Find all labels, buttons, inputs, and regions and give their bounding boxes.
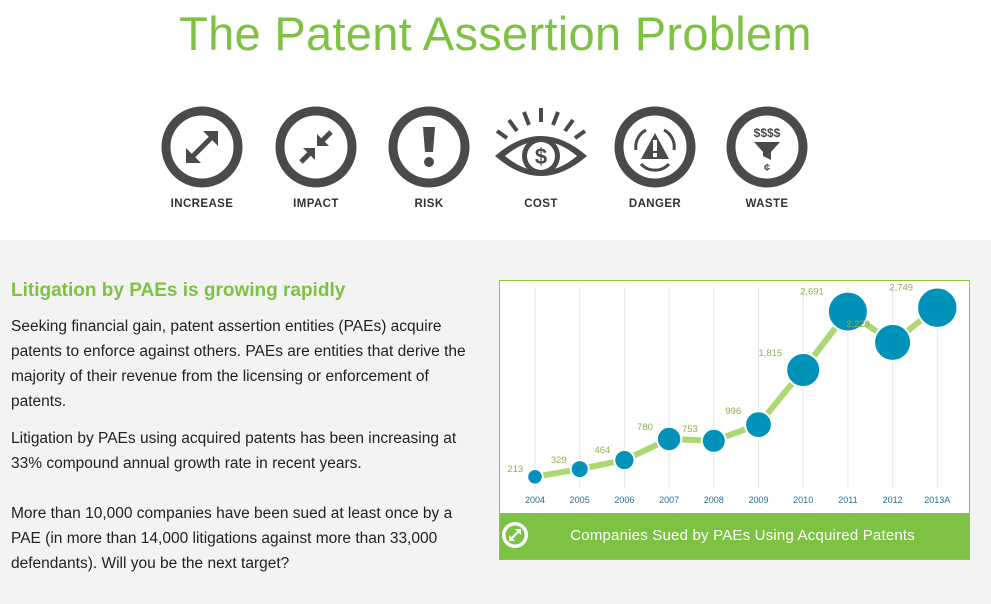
paragraph-companies: More than 10,000 companies have been sue… xyxy=(11,505,453,572)
increase-icon xyxy=(161,106,243,188)
x-tick-label: 2004 xyxy=(525,495,545,505)
x-tick-label: 2013A xyxy=(924,495,950,505)
data-label: 464 xyxy=(594,445,610,456)
dollars-glyph: $$$$ xyxy=(754,126,781,140)
section-heading: Litigation by PAEs is growing rapidly xyxy=(11,280,346,301)
data-label: 753 xyxy=(682,424,698,435)
icon-item-increase[interactable]: INCREASE xyxy=(142,106,262,210)
dollar-glyph: $ xyxy=(535,144,547,169)
impact-icon xyxy=(275,106,357,188)
data-point xyxy=(916,286,959,329)
x-tick-label: 2005 xyxy=(570,495,590,505)
x-tick-label: 2011 xyxy=(838,495,857,505)
chart-title: Companies Sued by PAEs Using Acquired Pa… xyxy=(570,527,915,544)
icon-item-impact[interactable]: IMPACT xyxy=(256,106,376,210)
data-label: 2,691 xyxy=(800,287,824,298)
data-label: 329 xyxy=(551,455,567,466)
series-line xyxy=(534,305,940,480)
expand-icon[interactable] xyxy=(500,520,530,550)
data-point xyxy=(744,410,773,440)
waste-icon: $$$$ ¢ xyxy=(726,106,808,188)
content-section: Litigation by PAEs is growing rapidly Se… xyxy=(0,240,991,604)
cost-icon: $ xyxy=(495,108,587,176)
paragraph-growth: Litigation by PAEs using acquired patent… xyxy=(11,430,457,472)
icon-item-cost[interactable]: $ COST xyxy=(481,106,601,210)
icon-label: WASTE xyxy=(745,198,789,210)
data-label: 213 xyxy=(507,464,523,475)
icon-label: IMPACT xyxy=(293,198,339,210)
data-point xyxy=(873,322,913,362)
x-tick-label: 2006 xyxy=(614,495,634,505)
icon-item-waste[interactable]: $$$$ ¢ WASTE xyxy=(707,106,827,210)
x-tick-label: 2009 xyxy=(748,495,768,505)
x-tick-label: 2007 xyxy=(659,495,679,505)
danger-icon xyxy=(614,106,696,188)
icon-row: INCREASE IMPACT RISK xyxy=(0,106,991,236)
data-label: 2,229 xyxy=(846,319,870,330)
data-point xyxy=(526,468,544,486)
icon-item-danger[interactable]: DANGER xyxy=(595,106,715,210)
icon-label: COST xyxy=(524,198,558,210)
icon-label: DANGER xyxy=(628,198,682,210)
x-tick-label: 2012 xyxy=(883,495,903,505)
chart-footer: Companies Sued by PAEs Using Acquired Pa… xyxy=(500,513,969,559)
line-chart: 213 329 464 780 753 996 1,815 2,691 2,229 2,749 20… xyxy=(507,283,959,505)
cent-glyph: ¢ xyxy=(764,162,770,174)
risk-icon xyxy=(388,106,470,188)
data-point xyxy=(826,290,869,333)
icon-item-risk[interactable]: RISK xyxy=(369,106,489,210)
data-label: 2,749 xyxy=(889,283,913,294)
x-tick-label: 2010 xyxy=(793,495,813,505)
data-label: 780 xyxy=(637,422,653,433)
x-tick-label: 2008 xyxy=(704,495,724,505)
data-point xyxy=(700,427,727,454)
data-point xyxy=(613,448,636,472)
icon-label: INCREASE xyxy=(170,198,234,210)
paragraph-paes: Seeking financial gain, patent assertion… xyxy=(11,318,466,410)
data-point xyxy=(569,459,590,480)
data-point xyxy=(655,425,683,453)
chart-panel: 213 329 464 780 753 996 1,815 2,691 2,229 2,749 20… xyxy=(499,280,970,560)
data-label: 996 xyxy=(725,406,741,417)
icon-label: RISK xyxy=(414,198,444,210)
data-point xyxy=(785,352,822,388)
data-label: 1,815 xyxy=(758,348,782,359)
page-title: The Patent Assertion Problem xyxy=(179,7,812,60)
